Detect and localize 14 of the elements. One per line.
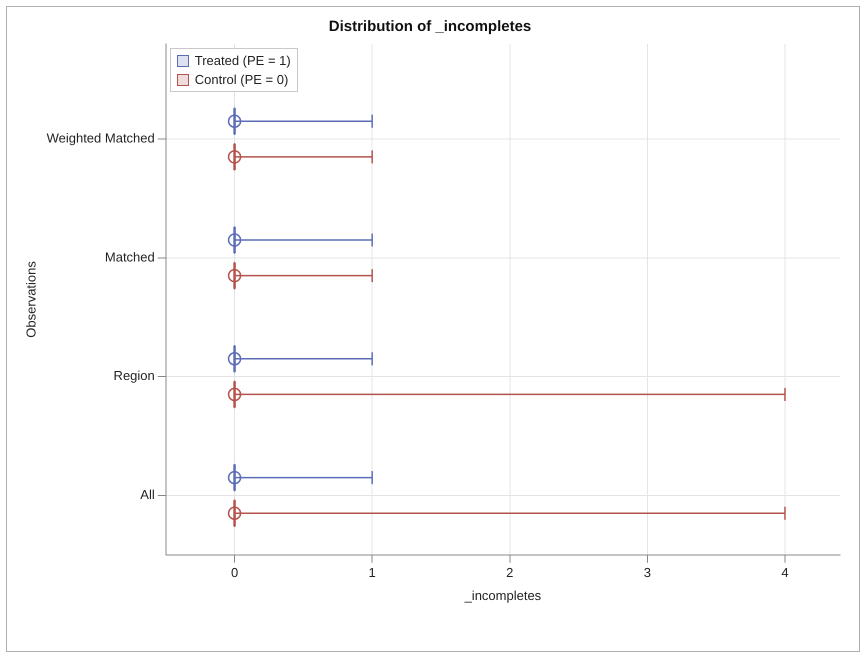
legend-label: Treated (PE = 1) bbox=[194, 52, 291, 70]
y-axis-title: Observations bbox=[23, 260, 38, 338]
x-tick-label: 2 bbox=[506, 565, 514, 580]
x-tick-label: 0 bbox=[230, 565, 238, 580]
x-tick-label: 1 bbox=[368, 565, 376, 580]
y-tick-label: Matched bbox=[104, 249, 155, 264]
y-tick-label: Weighted Matched bbox=[46, 130, 155, 146]
y-tick-label: Region bbox=[114, 368, 155, 384]
y-tick-label: All bbox=[140, 486, 155, 502]
chart-title: Distribution of _incompletes bbox=[328, 18, 532, 36]
legend-label: Control (PE = 0) bbox=[194, 71, 288, 89]
x-tick-label: 3 bbox=[644, 565, 651, 580]
x-axis-title: _incompletes bbox=[464, 588, 542, 603]
x-tick-label: 4 bbox=[781, 565, 789, 580]
